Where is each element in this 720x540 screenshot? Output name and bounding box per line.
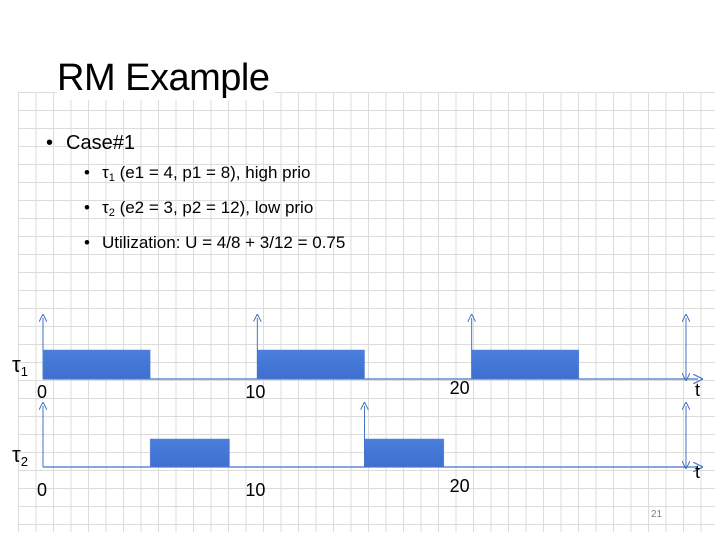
tick-label: 0: [37, 382, 48, 402]
task-symbol: τ: [102, 198, 109, 217]
tick-label: 20: [449, 378, 470, 398]
time-axis-label: t: [695, 462, 701, 482]
bullet-task-1: • τ1 (e1 = 4, p1 = 8), high prio: [84, 158, 345, 193]
tick-label: 20: [449, 476, 470, 496]
bullet-task-2: • τ2 (e2 = 3, p2 = 12), low prio: [84, 193, 345, 228]
bullet-case-text: Case#1: [66, 132, 135, 154]
task-symbol: τ: [12, 442, 21, 467]
job-execution-bar: [149, 438, 230, 468]
tick-label: 10: [245, 382, 266, 402]
tick-label: 10: [245, 480, 266, 500]
bullet-list: • Case#1 • τ1 (e1 = 4, p1 = 8), high prio …: [46, 128, 345, 258]
task-subscript: 1: [108, 172, 115, 184]
task-subscript: 1: [20, 364, 28, 379]
tick-label: 0: [37, 480, 48, 500]
bullet-dot: •: [84, 233, 90, 252]
job-execution-bar: [257, 349, 365, 380]
slide-title: RM Example: [57, 56, 274, 100]
task-symbol: τ: [102, 163, 109, 182]
task-2-params: (e2 = 3, p2 = 12), low prio: [114, 198, 314, 217]
task-symbol: τ: [12, 352, 21, 377]
page-number: 21: [651, 509, 663, 520]
bullet-dot: •: [84, 198, 90, 217]
bullet-dot: •: [84, 163, 90, 182]
task-1-params: (e1 = 4, p1 = 8), high prio: [114, 163, 311, 182]
task-2-row-label: τ2: [12, 442, 28, 469]
bullet-dot: •: [46, 132, 54, 154]
job-execution-bar: [42, 349, 151, 380]
task-subscript: 2: [108, 207, 115, 219]
task-subscript: 2: [20, 454, 28, 469]
utilization-text: Utilization: U = 4/8 + 3/12 = 0.75: [102, 233, 346, 252]
bullet-utilization: • Utilization: U = 4/8 + 3/12 = 0.75: [84, 228, 345, 258]
bullet-case: • Case#1: [46, 128, 345, 158]
time-axis-label: t: [695, 380, 701, 400]
task-1-row-label: τ1: [12, 352, 28, 379]
job-execution-bar: [364, 438, 445, 468]
job-execution-bar: [471, 349, 580, 380]
